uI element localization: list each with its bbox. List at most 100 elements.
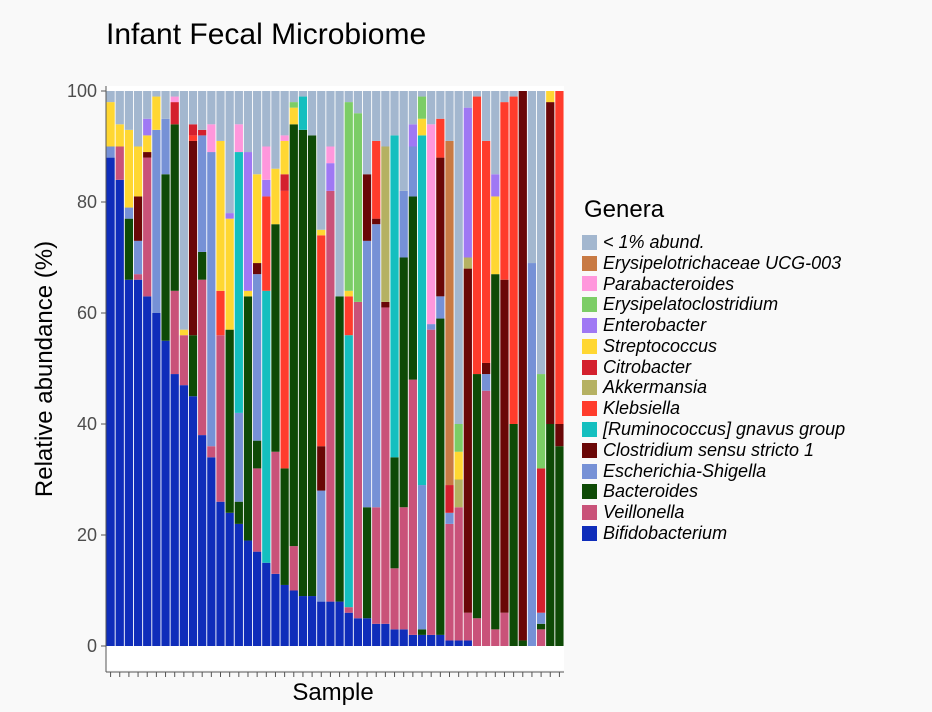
bar-segment xyxy=(527,91,537,264)
bar-segment xyxy=(491,196,500,275)
bar-segment xyxy=(362,174,372,241)
legend-label: [Ruminococcus] gnavus group xyxy=(603,419,846,440)
bar-segment xyxy=(390,457,399,569)
bar-segment xyxy=(509,424,518,646)
bar-segment xyxy=(362,618,372,646)
bar-segment xyxy=(427,634,436,646)
bar-segment xyxy=(234,523,243,646)
legend-swatch xyxy=(582,380,597,396)
bar-segment xyxy=(482,362,491,375)
bar-segment xyxy=(335,296,344,602)
bar-segment xyxy=(500,279,509,613)
bar-segment xyxy=(353,91,363,114)
bar-segment xyxy=(271,168,280,225)
bar-segment xyxy=(106,102,115,147)
bar-segment xyxy=(298,96,308,130)
bar-segment xyxy=(133,279,143,646)
bar-segment xyxy=(207,446,216,458)
legend-item: Erysipelotrichaceae UCG-003 xyxy=(582,253,845,274)
bar-segment xyxy=(555,446,564,646)
legend-item: Bifidobacterium xyxy=(582,523,845,544)
bar-segment xyxy=(417,118,427,136)
bar-segment xyxy=(399,91,408,191)
bar-segment xyxy=(225,218,234,330)
bar-segment xyxy=(436,634,445,646)
bar-segment xyxy=(234,152,243,413)
legend-swatch xyxy=(582,318,597,334)
bar-segment xyxy=(253,174,262,264)
bar-segment xyxy=(372,218,381,225)
bar-segment xyxy=(271,91,280,169)
legend-item: [Ruminococcus] gnavus group xyxy=(582,419,845,440)
y-tick-label: 40 xyxy=(77,414,97,434)
x-ticks xyxy=(110,672,560,677)
bar-segment xyxy=(326,190,335,602)
y-tick-label: 60 xyxy=(77,303,97,323)
bar-segment xyxy=(271,573,280,646)
bar-segment xyxy=(390,135,399,458)
bar-segment xyxy=(472,618,482,646)
bar-segment xyxy=(463,107,472,258)
bar-segment xyxy=(262,91,271,147)
bar-segment xyxy=(326,146,335,164)
bar-segment xyxy=(188,140,198,336)
bar-segment xyxy=(298,596,308,646)
bar-segment xyxy=(143,135,152,153)
bar-segment xyxy=(133,91,143,147)
bar-segment xyxy=(518,640,527,646)
bar-segment xyxy=(253,91,262,175)
bar-segment xyxy=(307,135,317,597)
bar-segment xyxy=(234,91,243,125)
legend-label: Veillonella xyxy=(603,502,685,523)
legend-label: Erysipelotrichaceae UCG-003 xyxy=(603,252,842,273)
bar-segment xyxy=(152,313,161,646)
bar-segment xyxy=(253,263,262,275)
legend-swatch xyxy=(582,484,597,500)
bar-segment xyxy=(243,290,253,297)
bar-segment xyxy=(143,91,152,119)
bar-segment xyxy=(115,91,124,125)
bar-segment xyxy=(353,113,363,302)
bar-segment xyxy=(198,129,207,136)
legend-label: Escherichia-Shigella xyxy=(603,460,767,481)
bar-segment xyxy=(509,96,518,425)
bar-segment xyxy=(454,424,463,452)
bar-segment xyxy=(198,435,207,646)
bar-segment xyxy=(198,91,207,130)
legend-swatch xyxy=(582,422,597,438)
bar-segment xyxy=(216,91,225,141)
bar-segment xyxy=(216,335,225,502)
bar-segment xyxy=(170,91,179,97)
bar-segment xyxy=(454,91,463,424)
bar-segment xyxy=(280,584,289,646)
bar-segment xyxy=(289,102,298,108)
bar-segment xyxy=(527,263,537,646)
bar-segment xyxy=(436,318,445,635)
bar-segment xyxy=(362,240,372,508)
legend-label: Clostridium sensu stricto 1 xyxy=(603,439,815,460)
bar-segment xyxy=(536,91,546,375)
bar-segment xyxy=(463,268,472,613)
bar-segment xyxy=(500,91,509,103)
bar-segment xyxy=(133,196,143,241)
bar-segment xyxy=(280,91,289,136)
bar-segment xyxy=(280,174,289,191)
bar-segment xyxy=(344,102,353,291)
bar-segment xyxy=(115,124,124,147)
bar-segment xyxy=(390,91,399,136)
bar-segment xyxy=(188,91,198,125)
bar-segment xyxy=(381,91,390,147)
bar-segment xyxy=(298,129,308,597)
bar-segment xyxy=(124,207,134,219)
bar-segment xyxy=(143,118,152,136)
bar-segment xyxy=(207,457,216,646)
bar-segment xyxy=(106,91,115,103)
bar-segment xyxy=(491,274,500,630)
legend-item: < 1% abund. xyxy=(582,232,845,253)
bar-segment xyxy=(362,91,372,175)
legend-label: Citrobacter xyxy=(603,356,692,377)
bar-segment xyxy=(152,96,161,130)
legend-swatch xyxy=(582,463,597,479)
bar-segment xyxy=(536,468,546,613)
bar-segment xyxy=(253,440,262,469)
